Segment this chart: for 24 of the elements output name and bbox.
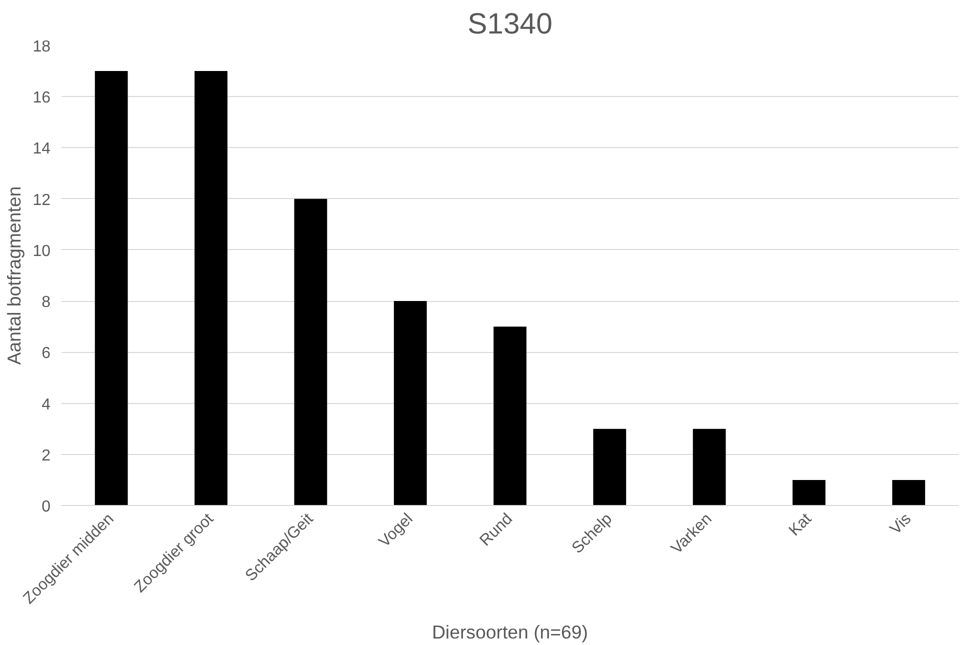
y-tick-label: 8 (42, 294, 51, 312)
bar (692, 428, 726, 506)
y-tick-label: 18 (32, 38, 51, 56)
y-tick-label: 6 (42, 345, 51, 362)
bar (294, 198, 328, 506)
x-axis-title: Diersoorten (n=69) (432, 621, 588, 642)
bar (593, 428, 626, 506)
bar (792, 480, 826, 506)
bar (494, 326, 526, 506)
bar (394, 301, 427, 506)
x-tick-label: Vis (887, 510, 915, 538)
y-tick-label: 16 (32, 90, 51, 107)
y-tick-label: 4 (42, 396, 51, 414)
y-tick-label: 12 (32, 192, 51, 209)
y-axis-title: Aantal botfragmenten (4, 186, 25, 365)
bar (892, 480, 926, 506)
bar (194, 71, 228, 506)
y-tick-label: 14 (32, 140, 51, 158)
x-tick-label: Kat (786, 510, 816, 540)
y-tick-label: 10 (32, 242, 51, 260)
bar (94, 71, 128, 506)
y-tick-label: 2 (42, 447, 51, 464)
y-tick-label: 0 (42, 498, 51, 516)
chart-title: S1340 (468, 8, 552, 40)
